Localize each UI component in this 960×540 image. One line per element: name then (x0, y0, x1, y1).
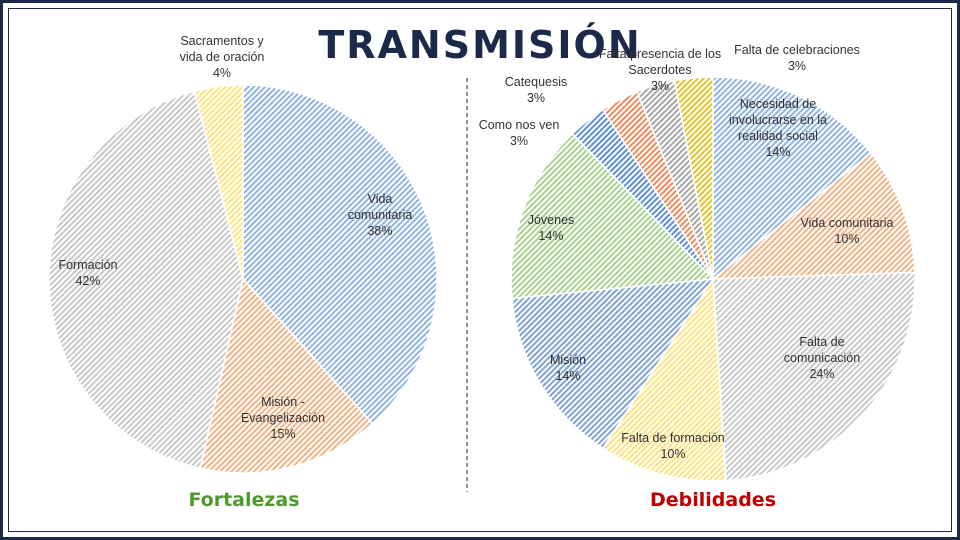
pie-slice (242, 84, 438, 425)
slice-label: Misión -Evangelización 15% (241, 395, 325, 441)
pie-slice (199, 277, 374, 474)
slice-label: Vida comunitaria 10% (801, 216, 894, 246)
pie-slice (510, 132, 715, 300)
slide-title: TRANSMISIÓN (318, 23, 641, 67)
pie-slice (712, 271, 916, 482)
slice-label: Formación 42% (58, 258, 117, 288)
slice-label: Jóvenes 14% (528, 213, 575, 243)
slice-label: Falta de formación 10% (621, 431, 725, 461)
slice-label: Necesidad de involucrarse en la realidad s… (729, 97, 827, 159)
slice-label: Falta de celebraciones 3% (734, 43, 860, 73)
pie-slice (601, 276, 727, 482)
slice-label: Falta de comunicación 24% (784, 335, 860, 381)
pie-slice (712, 76, 872, 281)
slice-label: Catequesis 3% (505, 75, 568, 105)
debilidades-pie (510, 76, 916, 482)
pie-slice (710, 152, 916, 280)
slide-inner-frame (8, 8, 952, 532)
slice-labels: Vida comunitaria 38% Misión -Evangelización… (58, 34, 893, 461)
slice-label: Como nos ven 3% (479, 118, 560, 148)
pie-slice (511, 278, 715, 450)
pie-slice (193, 84, 244, 280)
fortalezas-label: Fortalezas (188, 489, 299, 511)
slice-label: Vida comunitaria 38% (348, 192, 413, 238)
slice-label: Falta presencia de los Sacerdotes 3% (599, 47, 721, 93)
fortalezas-pie (48, 84, 438, 474)
pie-slice (48, 90, 244, 470)
slice-label: Misión 14% (550, 353, 586, 383)
debilidades-label: Debilidades (650, 489, 776, 511)
pie-slice (673, 76, 714, 280)
slice-label: Sacramentos y vida de oración 4% (180, 34, 265, 80)
